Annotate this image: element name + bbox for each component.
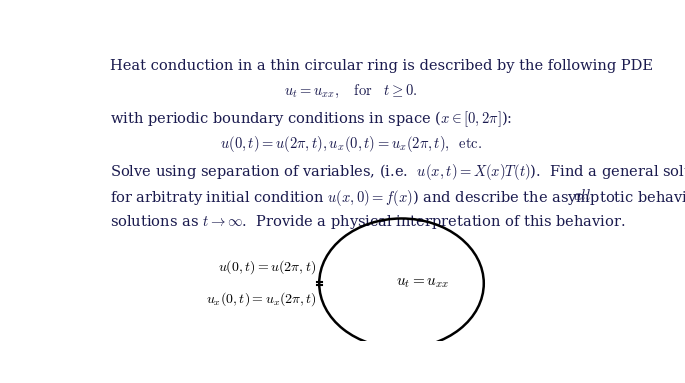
- Text: $u_t = u_{xx}, \quad \mathrm{for} \quad t \geq 0.$: $u_t = u_{xx}, \quad \mathrm{for} \quad …: [284, 83, 418, 100]
- Text: $u(0, t) = u(2\pi, t), u_x(0, t) = u_x(2\pi, t), \;\; \mathrm{etc.}$: $u(0, t) = u(2\pi, t), u_x(0, t) = u_x(2…: [220, 134, 482, 154]
- Text: $\mathit{all}$: $\mathit{all}$: [573, 188, 591, 203]
- Text: $u(0,t) = u(2\pi, t)$: $u(0,t) = u(2\pi, t)$: [219, 258, 316, 276]
- Text: with periodic boundary conditions in space ($x \in [0, 2\pi]$):: with periodic boundary conditions in spa…: [110, 110, 512, 129]
- Text: Solve using separation of variables, (i.e.  $u(x,t) = X(x)T(t)$).  Find a genera: Solve using separation of variables, (i.…: [110, 162, 685, 182]
- Text: $u_x(0,t) = u_x(2\pi, t)$: $u_x(0,t) = u_x(2\pi, t)$: [206, 291, 316, 308]
- Text: $u_t = u_{xx}$: $u_t = u_{xx}$: [396, 277, 449, 290]
- Text: for arbitraty initial condition $u(x,0) = f(x)$) and describe the asymptotic beh: for arbitraty initial condition $u(x,0) …: [110, 188, 685, 208]
- Text: Heat conduction in a thin circular ring is described by the following PDE: Heat conduction in a thin circular ring …: [110, 59, 653, 73]
- Text: solutions as $t \to \infty$.  Provide a physical interpretation of this behavior: solutions as $t \to \infty$. Provide a p…: [110, 213, 625, 231]
